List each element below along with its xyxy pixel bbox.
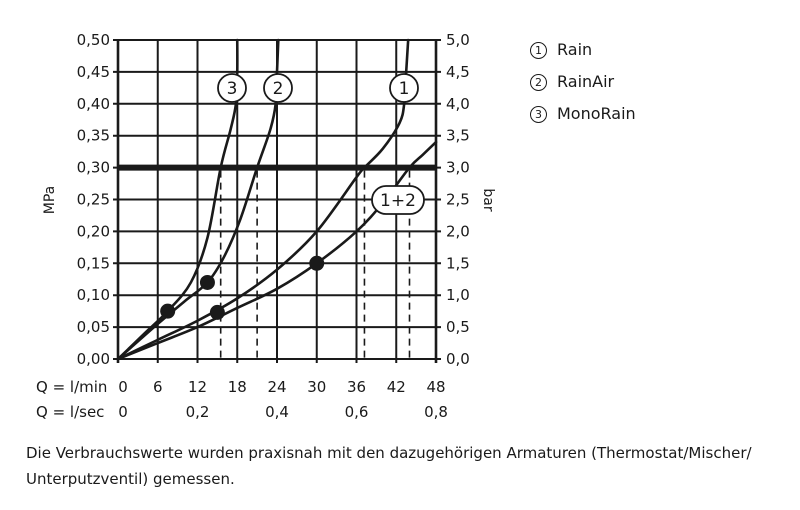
svg-text:1,0: 1,0: [446, 286, 470, 304]
svg-text:1+2: 1+2: [380, 191, 416, 211]
svg-text:0,40: 0,40: [77, 95, 110, 113]
svg-text:3,0: 3,0: [446, 159, 470, 177]
svg-text:3,5: 3,5: [446, 127, 470, 145]
x-tick-label: 0,2: [185, 403, 210, 421]
x-tick-label: 0: [118, 378, 128, 396]
svg-text:0,25: 0,25: [77, 191, 110, 209]
series-markers: [160, 255, 325, 320]
curve-labels: 3 2 1 1+2: [217, 73, 425, 215]
svg-text:4,0: 4,0: [446, 95, 470, 113]
svg-text:0,05: 0,05: [77, 318, 110, 336]
x-tick-label: 6: [152, 378, 163, 396]
marker-dot: [199, 274, 215, 290]
legend-item-monorain: 3 MonoRain: [530, 98, 636, 130]
svg-text:0,30: 0,30: [77, 159, 110, 177]
svg-text:0,00: 0,00: [77, 350, 110, 368]
svg-text:0,35: 0,35: [77, 127, 110, 145]
drop-lines: [219, 170, 411, 359]
x-tick-label: 12: [187, 378, 208, 396]
y-axis-left-ticks: 0,50 0,45 0,40 0,35 0,30 0,25 0,20 0,15 0,10 0,05…: [77, 31, 110, 368]
svg-text:2,0: 2,0: [446, 222, 470, 240]
marker-dot: [209, 304, 225, 320]
x-axis-lmin-label: Q = l/min: [36, 378, 108, 396]
flow-pressure-chart: 3 2 11+2 0,500,450,400,350,300,250,200,150…: [42, 31, 496, 368]
svg-text:5,0: 5,0: [446, 31, 470, 49]
curve-label-badge: 2: [263, 73, 293, 103]
svg-text:1: 1: [399, 79, 410, 99]
circled-2-icon: 2: [530, 73, 547, 91]
x-tick-label: 36: [346, 378, 367, 396]
x-tick-label: 0,6: [344, 403, 369, 421]
marker-dot: [309, 255, 325, 271]
legend-label: RainAir: [557, 72, 615, 91]
y-axis-right-ticks: 5,0 4,5 4,0 3,5 3,0 2,5 2,0 1,5 1,0 0,5 0,0: [446, 31, 470, 368]
svg-text:0,20: 0,20: [77, 222, 110, 240]
x-tick-label: 42: [386, 378, 406, 396]
svg-text:4,5: 4,5: [446, 63, 470, 81]
measurement-note: Die Verbrauchswerte wurden praxisnah mit…: [26, 444, 752, 488]
legend-label: Rain: [557, 40, 593, 59]
x-tick-label: 48: [426, 378, 446, 396]
x-tick-label: 18: [227, 378, 247, 396]
svg-text:2: 2: [273, 79, 284, 99]
x-tick-label: 24: [267, 378, 287, 396]
circled-3-icon: 3: [530, 105, 547, 123]
legend: 1 Rain 2 RainAir 3 MonoRain: [530, 34, 636, 130]
circled-1-icon: 1: [530, 41, 547, 59]
x-tick-label: 0,4: [265, 403, 289, 421]
curve-label-badge: 1: [389, 73, 419, 103]
svg-text:0,5: 0,5: [446, 318, 470, 336]
chart-grid: [113, 39, 441, 363]
legend-item-rainair: 2 RainAir: [530, 66, 636, 98]
svg-text:0,15: 0,15: [77, 254, 110, 272]
svg-text:3: 3: [227, 79, 238, 99]
y-axis-right-title: bar: [480, 188, 496, 211]
x-tick-label: 0,8: [424, 403, 448, 421]
svg-text:0,10: 0,10: [77, 286, 110, 304]
marker-dot: [160, 303, 176, 319]
svg-text:1,5: 1,5: [446, 254, 470, 272]
legend-label: MonoRain: [557, 104, 636, 123]
legend-item-rain: 1 Rain: [530, 34, 636, 66]
curve-label-badge: 3: [217, 73, 247, 103]
svg-text:0,45: 0,45: [77, 63, 110, 81]
curve-label-badge: 1+2: [371, 185, 425, 215]
x-axis-lsec-label: Q = l/sec: [36, 403, 105, 421]
y-axis-left-title: MPa: [42, 186, 58, 214]
curve-rain: [116, 38, 410, 361]
svg-text:2,5: 2,5: [446, 191, 470, 209]
x-tick-label: 0: [118, 403, 128, 421]
x-tick-label: 30: [307, 378, 327, 396]
svg-text:0,50: 0,50: [77, 31, 110, 49]
svg-text:0,0: 0,0: [446, 350, 470, 368]
